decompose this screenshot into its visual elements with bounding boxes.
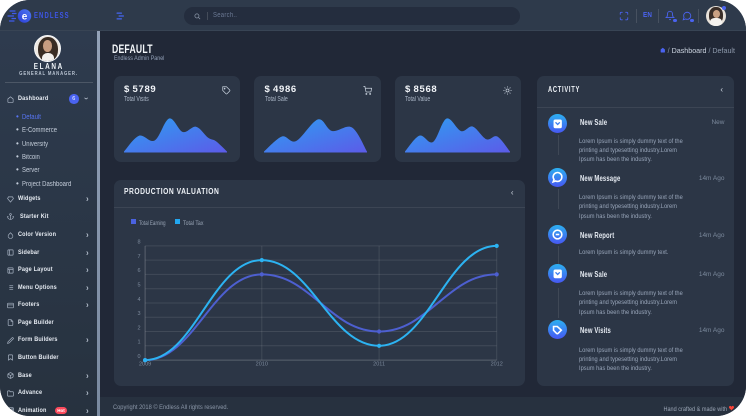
svg-text:5: 5	[137, 282, 140, 288]
svg-text:e: e	[22, 11, 28, 22]
svg-text:8: 8	[137, 239, 140, 245]
svg-text:0: 0	[137, 353, 140, 359]
svg-text:2009: 2009	[138, 361, 150, 367]
svg-text:2011: 2011	[373, 361, 385, 367]
svg-text:4: 4	[137, 296, 140, 302]
svg-text:2: 2	[137, 325, 140, 331]
svg-text:3: 3	[137, 311, 140, 317]
svg-text:2012: 2012	[490, 361, 502, 367]
svg-text:2010: 2010	[255, 361, 267, 367]
svg-text:1: 1	[137, 339, 140, 345]
svg-text:6: 6	[137, 268, 140, 274]
svg-text:7: 7	[137, 253, 140, 259]
